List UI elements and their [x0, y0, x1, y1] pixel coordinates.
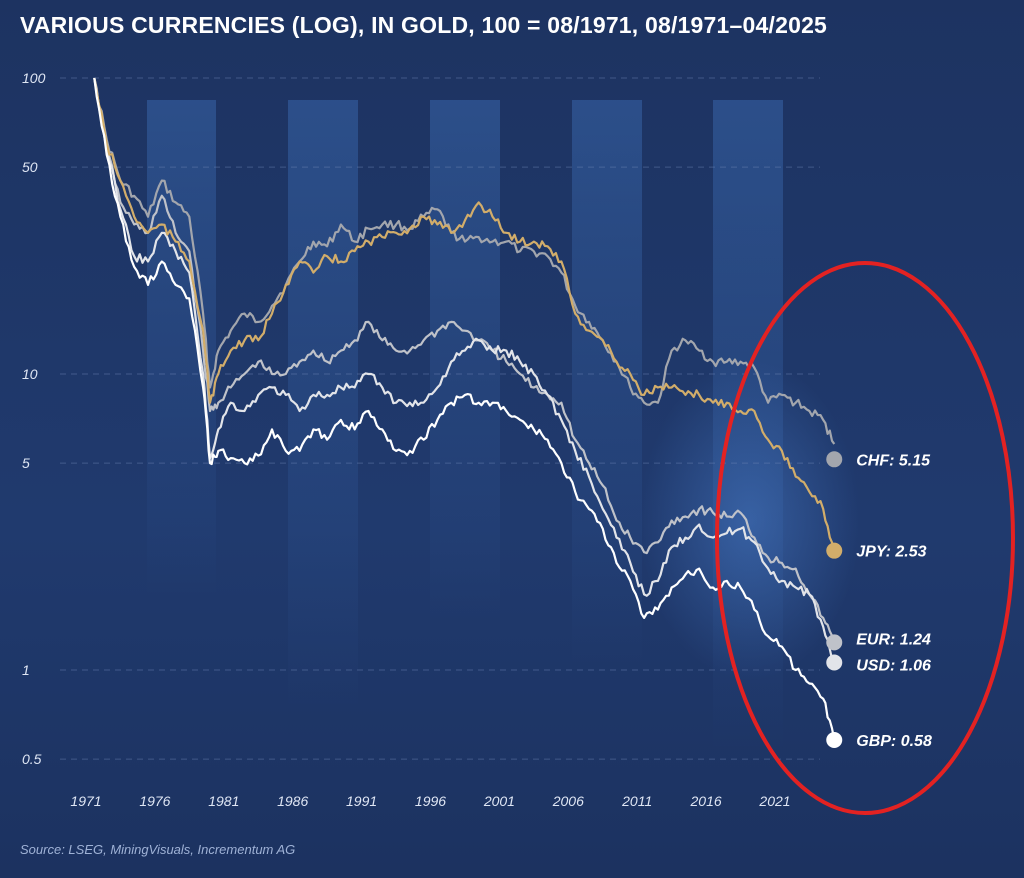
- x-tick-label: 2001: [483, 793, 515, 809]
- y-tick-label: 100: [22, 70, 46, 86]
- y-tick-label: 0.5: [22, 751, 42, 767]
- end-point-gbp: [826, 732, 843, 749]
- end-point-eur: [826, 634, 843, 651]
- series-line-usd: [93, 77, 836, 664]
- y-tick-label: 50: [22, 159, 38, 175]
- x-tick-label: 2011: [621, 793, 652, 809]
- series-lines: [93, 77, 836, 741]
- end-label-gbp: GBP: 0.58: [856, 733, 932, 750]
- x-tick-label: 1991: [346, 793, 377, 809]
- end-label-usd: USD: 1.06: [856, 658, 931, 675]
- x-tick-label: 1981: [208, 793, 239, 809]
- end-label-eur: EUR: 1.24: [856, 631, 931, 648]
- x-tick-label: 1996: [415, 793, 446, 809]
- end-point-chf: [826, 451, 843, 468]
- chart-title: VARIOUS CURRENCIES (LOG), IN GOLD, 100 =…: [20, 12, 828, 38]
- background-band-2: [430, 100, 500, 622]
- series-line-jpy: [93, 77, 836, 551]
- x-tick-label: 2021: [758, 793, 790, 809]
- end-label-chf: CHF: 5.15: [856, 452, 931, 469]
- series-line-chf: [93, 77, 836, 445]
- background-glow: [640, 360, 860, 680]
- y-tick-label: 5: [22, 455, 30, 471]
- grid-lines: [60, 77, 820, 760]
- highlight-ellipse: [715, 261, 1015, 815]
- series-end-points: CHF: 5.15 JPY: 2.53 EUR: 1.24 USD: 1.06 GBP:…: [826, 451, 932, 750]
- background-band-3: [572, 100, 642, 665]
- end-point-jpy: [826, 542, 843, 559]
- source-note: Source: LSEG, MiningVisuals, Incrementum…: [20, 842, 296, 857]
- series-line-gbp: [93, 77, 836, 741]
- x-tick-label: 2016: [690, 793, 722, 809]
- x-tick-label: 1976: [139, 793, 170, 809]
- background-band-1: [288, 100, 358, 710]
- y-tick-label: 1: [22, 662, 30, 678]
- series-line-eur: [93, 77, 836, 643]
- end-point-usd: [826, 654, 843, 671]
- x-tick-label: 2006: [552, 793, 584, 809]
- x-tick-label: 1986: [277, 793, 308, 809]
- y-axis: 100 50 10 5 1 0.5: [22, 70, 46, 767]
- x-axis: 1971 1976 1981 1986 1991 1996 2001 2006 2011 2016…: [70, 793, 790, 809]
- background-bands: [147, 100, 860, 750]
- x-tick-label: 1971: [70, 793, 101, 809]
- end-label-jpy: JPY: 2.53: [856, 544, 926, 561]
- y-tick-label: 10: [22, 366, 38, 382]
